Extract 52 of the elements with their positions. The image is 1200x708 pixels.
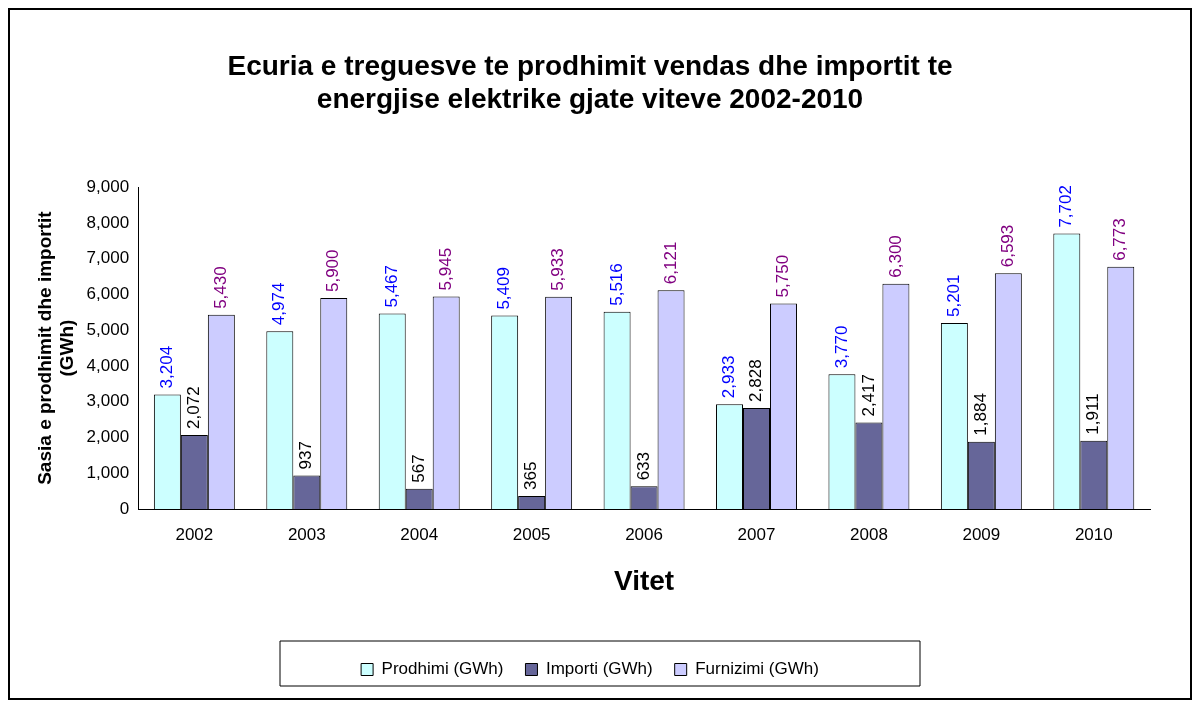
chart-title: Ecuria e treguesve te prodhimit vendas dhe importit te energjise elektrike gjate viteve 2002-2010 bbox=[227, 49, 953, 115]
x-tick-label: 2004 bbox=[400, 524, 439, 544]
data-label: 5,933 bbox=[548, 248, 568, 291]
data-label: 4,974 bbox=[269, 282, 289, 326]
data-label: 1,884 bbox=[971, 393, 991, 436]
x-axis-title: Vitet bbox=[613, 564, 675, 596]
data-label: 6,773 bbox=[1110, 218, 1130, 261]
x-tick-label: 2007 bbox=[737, 524, 776, 544]
legend-label: Furnizimi (GWh) bbox=[695, 659, 819, 679]
data-label: 2,933 bbox=[719, 355, 739, 399]
y-tick-label: 5,000 bbox=[86, 319, 130, 339]
x-tick-label: 2009 bbox=[962, 524, 1001, 544]
legend-label: Importi (GWh) bbox=[545, 659, 653, 679]
y-tick-label: 8,000 bbox=[86, 212, 130, 232]
data-label: 1,911 bbox=[1083, 393, 1103, 435]
data-label: 2,417 bbox=[858, 374, 878, 417]
legend-label: Prodhimi (GWh) bbox=[381, 659, 504, 679]
x-tick-label: 2006 bbox=[625, 524, 663, 544]
y-tick-label: 9,000 bbox=[86, 176, 130, 196]
x-tick-label: 2003 bbox=[287, 524, 326, 544]
data-label: 567 bbox=[408, 454, 428, 483]
y-tick-label: 2,000 bbox=[86, 427, 130, 447]
data-label: 5,750 bbox=[773, 254, 793, 298]
x-tick-label: 2005 bbox=[512, 524, 551, 544]
data-label: 937 bbox=[296, 441, 316, 470]
data-label: 6,593 bbox=[998, 224, 1018, 268]
data-label: 365 bbox=[521, 461, 541, 490]
data-label: 5,467 bbox=[381, 264, 401, 308]
data-label: 7,702 bbox=[1056, 185, 1076, 228]
data-label: 5,516 bbox=[606, 263, 626, 306]
data-label: 6,300 bbox=[885, 235, 905, 278]
y-tick-label: 0 bbox=[119, 498, 130, 518]
y-tick-label: 4,000 bbox=[86, 355, 130, 375]
data-label: 5,945 bbox=[435, 247, 455, 291]
data-label: 3,770 bbox=[831, 325, 851, 369]
y-axis-title: Sasia e prodhimit dhe importit (GWh) bbox=[33, 210, 78, 485]
y-tick-label: 3,000 bbox=[86, 391, 130, 411]
x-tick-label: 2002 bbox=[175, 524, 214, 544]
data-label: 2,072 bbox=[184, 386, 204, 429]
y-tick-label: 1,000 bbox=[86, 462, 130, 482]
y-tick-label: 6,000 bbox=[86, 284, 130, 304]
x-tick-label: 2008 bbox=[850, 524, 888, 544]
y-tick-label: 7,000 bbox=[86, 248, 130, 268]
data-label: 5,201 bbox=[944, 274, 964, 318]
data-label: 3,204 bbox=[157, 345, 177, 389]
data-label: 633 bbox=[633, 451, 653, 481]
data-label: 5,409 bbox=[494, 267, 514, 310]
x-tick-label: 2010 bbox=[1074, 524, 1113, 544]
data-label: 5,900 bbox=[323, 249, 343, 293]
data-label: 5,430 bbox=[211, 266, 231, 309]
data-label: 6,121 bbox=[660, 241, 680, 285]
data-label: 2,828 bbox=[746, 359, 766, 402]
